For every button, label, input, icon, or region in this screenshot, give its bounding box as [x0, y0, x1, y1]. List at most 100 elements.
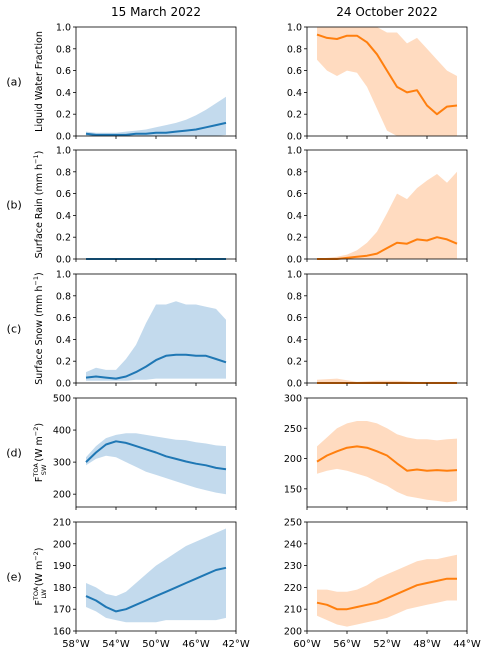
panel-e-left: 160 170 180 190 200 210 58°W 54°W 50°W 46°W 42°W: [53, 518, 250, 651]
panel-a-right: 0.0 0.2 0.4 0.6 0.8 1.0: [287, 23, 468, 143]
panel-b-right: 0.0 0.2 0.4 0.6 0.8 1.0: [287, 146, 468, 266]
spread-band: [86, 433, 226, 495]
row-label-a: (a): [6, 76, 21, 89]
y-tick-label: 210: [284, 605, 302, 616]
y-tick-label: 0.6: [287, 189, 302, 200]
y-tick-label: 200: [53, 490, 71, 501]
x-tick-label: 42°W: [222, 639, 250, 650]
y-tick-label: 0.0: [56, 132, 71, 143]
y-tick-label: 0.2: [56, 233, 71, 244]
spread-band: [86, 528, 226, 623]
y-tick-label: 0.4: [287, 88, 302, 99]
panel-d-right: 150 200 250 300: [284, 394, 468, 510]
y-tick-label: 1.0: [56, 23, 71, 34]
spread-band: [317, 378, 457, 383]
y-tick-label: 0.8: [287, 44, 302, 55]
y-tick-label: 0.6: [287, 313, 302, 324]
column-title-right: 24 October 2022: [336, 5, 437, 19]
spread-band: [86, 96, 226, 136]
x-tick-label: 48°W: [413, 639, 441, 650]
ylabel-e: FTOALW (W m−2): [32, 547, 48, 605]
row-label-c: (c): [7, 323, 22, 336]
y-tick-label: 0.6: [56, 189, 71, 200]
y-tick-label: 0.2: [56, 357, 71, 368]
spread-band: [86, 301, 226, 381]
y-tick-label: 0.0: [56, 379, 71, 390]
spread-band: [317, 171, 457, 259]
panel-e-right: 200 210 220 230 240 250 60°W 56°W 52°W 48°W 44°W: [284, 518, 481, 651]
y-tick-label: 240: [284, 539, 302, 550]
y-tick-label: 0.4: [287, 335, 302, 346]
y-tick-label: 200: [284, 627, 302, 638]
column-title-left: 15 March 2022: [111, 5, 201, 19]
y-tick-label: 160: [53, 627, 71, 638]
y-tick-label: 300: [53, 458, 71, 469]
mean-line: [85, 353, 227, 380]
y-tick-label: 1.0: [287, 270, 302, 281]
x-tick-label: 54°W: [102, 639, 130, 650]
y-tick-label: 0.4: [56, 88, 71, 99]
y-tick-label: 210: [53, 518, 71, 529]
y-tick-label: 300: [284, 394, 302, 405]
mean-line: [85, 121, 227, 136]
y-tick-label: 0.2: [287, 357, 302, 368]
y-tick-label: 500: [53, 394, 71, 405]
y-tick-label: 0.6: [56, 66, 71, 77]
y-tick-label: 0.4: [287, 211, 302, 222]
axes-frame: [306, 273, 468, 384]
y-tick-label: 0.8: [56, 44, 71, 55]
y-tick-label: 230: [284, 561, 302, 572]
y-tick-label: 1.0: [56, 270, 71, 281]
y-tick-label: 220: [284, 583, 302, 594]
panel-c-right: 0.0 0.2 0.4 0.6 0.8 1.0: [287, 270, 468, 390]
panel-b-left: 0.0 0.2 0.4 0.6 0.8 1.0: [56, 146, 237, 266]
spread-band: [317, 27, 457, 136]
y-tick-label: 0.8: [56, 291, 71, 302]
ylabel-c: Surface Snow (mm h−1): [32, 272, 45, 384]
mean-line: [316, 33, 458, 116]
y-tick-label: 250: [284, 424, 302, 435]
mean-line: [316, 577, 457, 611]
y-tick-label: 190: [53, 561, 71, 572]
ylabel-d: FTOASW (W m−2): [32, 423, 48, 482]
row-label-b: (b): [6, 199, 22, 212]
y-tick-label: 1.0: [287, 23, 302, 34]
x-tick-label: 46°W: [182, 639, 210, 650]
y-tick-label: 150: [284, 484, 302, 495]
spread-band: [317, 554, 457, 627]
y-tick-label: 0.0: [287, 132, 302, 143]
spread-band: [317, 421, 457, 503]
y-tick-label: 0.0: [56, 255, 71, 266]
ylabel-b: Surface Rain (mm h−1): [32, 151, 45, 259]
y-tick-label: 0.8: [56, 167, 71, 178]
mean-line: [316, 445, 458, 472]
y-tick-label: 180: [53, 583, 71, 594]
mean-line: [85, 566, 227, 613]
y-tick-label: 0.2: [287, 233, 302, 244]
panel-c-left: 0.0 0.2 0.4 0.6 0.8 1.0: [56, 270, 237, 390]
panel-d-left: 200 300 400 500: [53, 394, 237, 510]
x-tick-label: 50°W: [142, 639, 170, 650]
x-tick-label: 44°W: [453, 639, 481, 650]
row-label-d: (d): [6, 447, 22, 460]
y-tick-label: 0.2: [56, 110, 71, 121]
y-tick-label: 0.4: [56, 335, 71, 346]
y-tick-label: 170: [53, 605, 71, 616]
x-tick-label: 58°W: [62, 639, 90, 650]
row-label-e: (e): [6, 571, 21, 584]
x-tick-label: 60°W: [293, 639, 321, 650]
y-tick-label: 0.8: [287, 291, 302, 302]
y-tick-label: 0.4: [56, 211, 71, 222]
y-tick-label: 0.2: [287, 110, 302, 121]
x-tick-label: 52°W: [373, 639, 401, 650]
y-tick-label: 0.6: [287, 66, 302, 77]
y-tick-label: 1.0: [56, 146, 71, 157]
y-tick-label: 0.0: [287, 379, 302, 390]
y-tick-label: 0.0: [287, 255, 302, 266]
y-tick-label: 1.0: [287, 146, 302, 157]
y-tick-label: 250: [284, 518, 302, 529]
ylabel-a: Liquid Water Fraction: [34, 31, 45, 132]
y-tick-label: 200: [284, 454, 302, 465]
y-tick-label: 0.6: [56, 313, 71, 324]
y-tick-label: 0.8: [287, 167, 302, 178]
